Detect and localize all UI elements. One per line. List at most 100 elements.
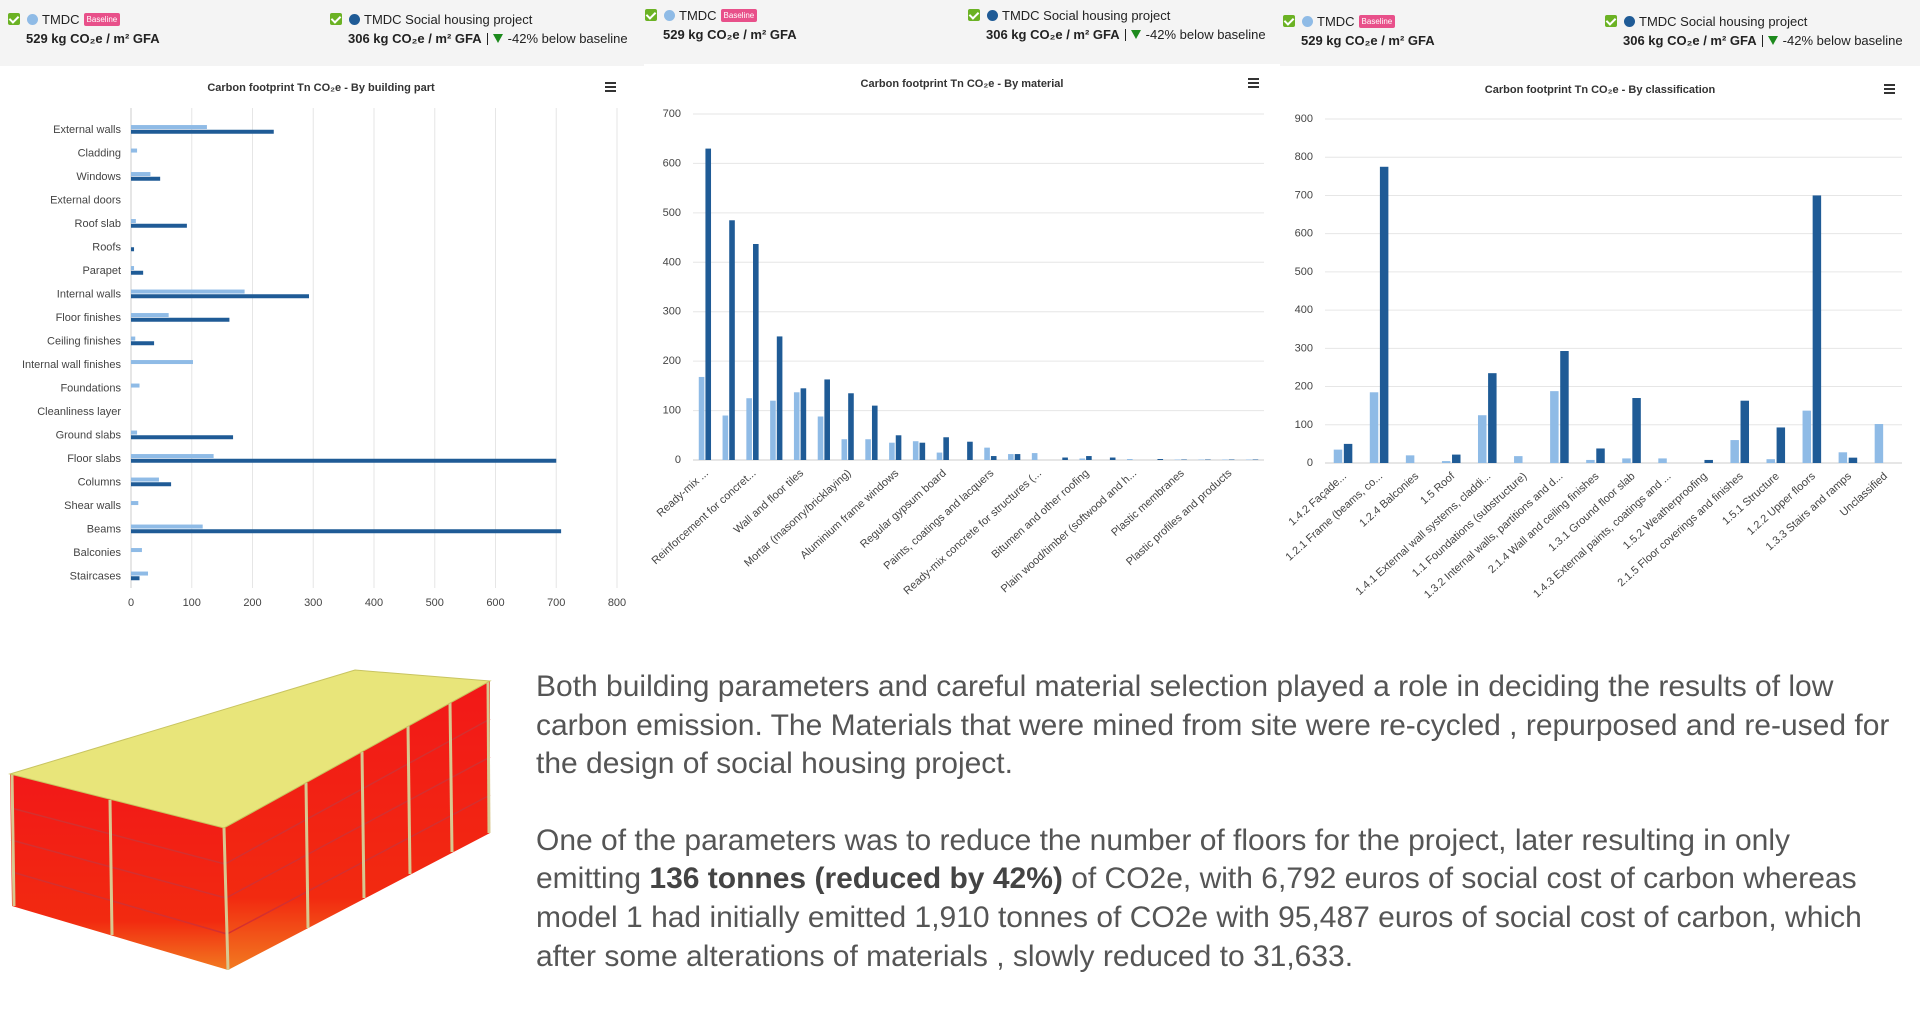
bar <box>131 478 159 482</box>
bar <box>937 453 943 460</box>
bar <box>1766 459 1774 463</box>
bar <box>131 219 136 223</box>
y-tick-label: Staircases <box>70 570 122 582</box>
bar <box>131 431 137 435</box>
y-tick-label: Internal walls <box>57 288 122 300</box>
y-tick-label: Balconies <box>73 547 121 559</box>
bar <box>943 437 949 460</box>
legend-name: TMDC <box>679 8 717 23</box>
value-text: 529 kg CO₂e / m² GFA <box>1301 33 1435 48</box>
y-tick-label: 0 <box>675 454 681 466</box>
bar <box>1127 459 1133 460</box>
legend-name: TMDC Social housing project <box>364 12 532 27</box>
bar <box>1334 450 1342 463</box>
y-tick-label: 800 <box>1295 151 1313 163</box>
bar <box>131 290 245 294</box>
chart-menu[interactable] <box>1884 84 1895 94</box>
y-tick-label: 500 <box>1295 266 1313 278</box>
bar <box>913 441 919 460</box>
intensity-value: 306 kg CO₂e / m² GFA-42% below baseline <box>1623 33 1903 48</box>
x-tick-label: 600 <box>486 597 504 609</box>
legend-name: TMDC <box>42 12 80 27</box>
chart-menu[interactable] <box>1248 78 1259 88</box>
bar <box>1370 392 1378 463</box>
bar <box>967 442 973 460</box>
x-tick-label: 400 <box>365 597 383 609</box>
x-tick-label: 500 <box>426 597 444 609</box>
chart-title: Carbon footprint Tn CO₂e - By classifica… <box>1485 84 1716 96</box>
bar <box>131 501 138 505</box>
bar <box>1875 424 1883 463</box>
y-tick-label: Internal wall finishes <box>22 359 122 371</box>
bar <box>1704 460 1712 463</box>
bar <box>131 454 214 458</box>
bar <box>131 125 207 129</box>
chart-menu[interactable] <box>605 82 616 92</box>
separator <box>1125 29 1126 41</box>
bar <box>1488 373 1496 463</box>
legend-dot <box>664 10 675 21</box>
y-tick-label: Roof slab <box>75 218 121 230</box>
bar <box>131 271 143 275</box>
bar <box>131 247 134 251</box>
y-tick-label: Windows <box>76 171 121 183</box>
bar <box>1157 459 1163 460</box>
y-tick-label: 900 <box>1295 113 1313 125</box>
bar <box>1730 440 1738 463</box>
intensity-value: 306 kg CO₂e / m² GFA-42% below baseline <box>986 27 1266 42</box>
bar <box>896 435 902 460</box>
legend-dot <box>27 14 38 25</box>
bar <box>801 388 807 460</box>
bar <box>1062 458 1068 460</box>
bar <box>1803 411 1811 463</box>
y-tick-label: 200 <box>663 355 681 367</box>
bar <box>131 130 274 134</box>
bar <box>131 548 142 552</box>
y-tick-label: Cladding <box>78 147 121 159</box>
paragraph: Both building parameters and careful mat… <box>536 668 1896 784</box>
bar <box>1110 458 1116 460</box>
value-text: 306 kg CO₂e / m² GFA <box>1623 33 1757 48</box>
value-text: 306 kg CO₂e / m² GFA <box>986 27 1120 42</box>
menu-line <box>605 86 616 88</box>
x-tick-label: 300 <box>304 597 322 609</box>
legend-dot <box>987 10 998 21</box>
bar <box>131 313 169 317</box>
bar <box>1380 167 1388 463</box>
bar <box>1032 453 1038 460</box>
bar <box>1849 458 1857 463</box>
x-tick-label: Bitumen and other roofing <box>989 467 1091 561</box>
legend-dot <box>1302 16 1313 27</box>
bar <box>131 529 561 533</box>
y-tick-label: 600 <box>663 157 681 169</box>
bar <box>1442 461 1450 463</box>
x-tick-label: 1.4.1 External wall systems, claddi... <box>1354 470 1494 598</box>
y-tick-label: 300 <box>663 306 681 318</box>
bar <box>131 384 140 388</box>
x-tick-label: 800 <box>608 597 626 609</box>
bar <box>1560 351 1568 463</box>
chart-title: Carbon footprint Tn CO₂e - By material <box>861 78 1064 90</box>
bar <box>1813 195 1821 463</box>
bar <box>889 443 895 460</box>
bar <box>131 224 187 228</box>
bar <box>131 177 160 181</box>
chart-panel: Carbon footprint Tn CO₂e - By classifica… <box>1284 70 1916 618</box>
paragraph: One of the parameters was to reduce the … <box>536 822 1896 976</box>
bar <box>984 448 990 460</box>
baseline-badge: Baseline <box>721 9 758 22</box>
menu-line <box>605 82 616 84</box>
intensity-value: 529 kg CO₂e / m² GFA <box>663 27 797 42</box>
chart-title: Carbon footprint Tn CO₂e - By building p… <box>207 82 435 94</box>
bar <box>794 392 800 460</box>
bar <box>920 443 926 460</box>
bar <box>1550 391 1558 463</box>
bar <box>131 576 140 580</box>
x-tick-label: 100 <box>183 597 201 609</box>
bar <box>770 401 776 460</box>
bar <box>1015 454 1021 460</box>
